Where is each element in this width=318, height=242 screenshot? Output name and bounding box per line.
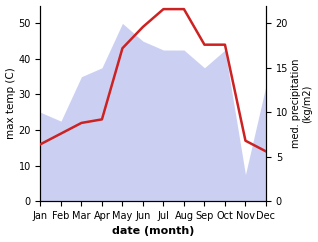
Y-axis label: med. precipitation
(kg/m2): med. precipitation (kg/m2) [291,59,313,148]
X-axis label: date (month): date (month) [112,227,194,236]
Y-axis label: max temp (C): max temp (C) [5,68,16,139]
